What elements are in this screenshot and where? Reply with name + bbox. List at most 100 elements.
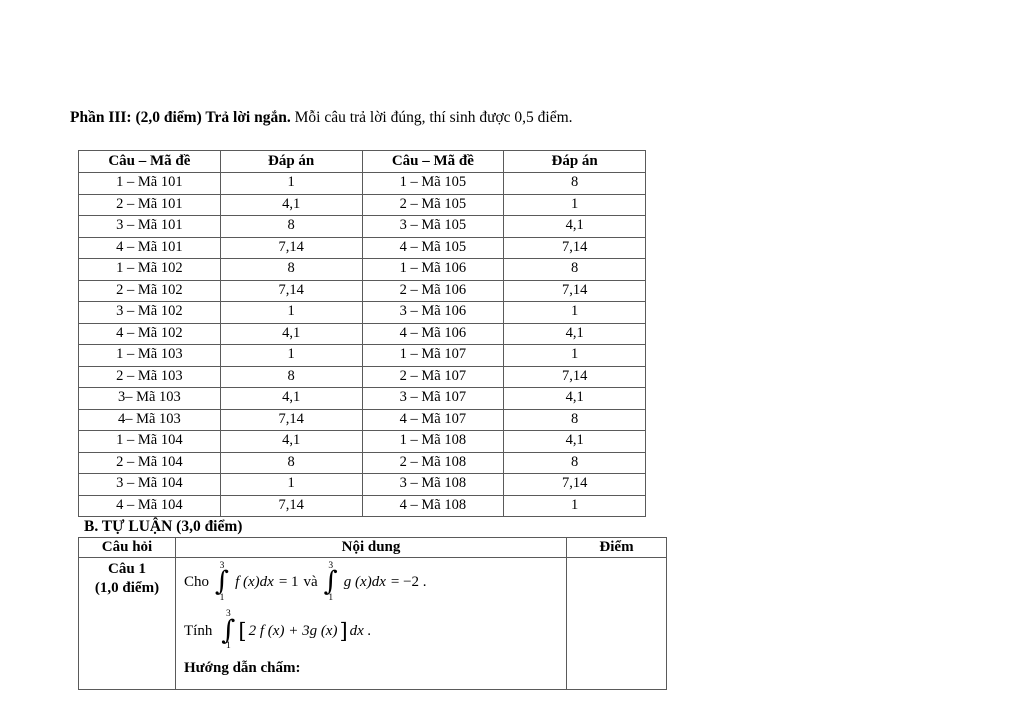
table-cell: 8	[219, 365, 363, 388]
column-header-dap-an-1: Đáp án	[219, 150, 363, 173]
integrand-g: g (x)dx	[343, 574, 386, 590]
table-cell: 4,1	[219, 193, 363, 216]
integral-glyph: ∫	[215, 566, 230, 598]
table-cell: 7,14	[219, 236, 363, 259]
table-cell: 1	[219, 172, 363, 195]
grading-guide-label: Hướng dẫn chấm:	[184, 659, 301, 676]
table-cell: 2 – Mã 108	[361, 451, 505, 474]
table-cell: 1 – Mã 102	[78, 258, 221, 281]
table-cell: 4 – Mã 101	[78, 236, 221, 259]
integral-sign: 3 ∫ 1	[221, 610, 235, 652]
table-cell: 3 – Mã 101	[78, 215, 221, 238]
section-b-title: B. TỰ LUẬN (3,0 điểm)	[84, 518, 243, 535]
dx-tail: dx .	[349, 622, 372, 639]
table-cell: 3 – Mã 107	[361, 387, 505, 410]
table-cell: 2 – Mã 105	[361, 193, 505, 216]
table-row: 3 – Mã 101 8 3 – Mã 105 4,1	[78, 215, 646, 238]
integral-sign: 3 ∫ 1	[215, 560, 230, 604]
table-cell: 7,14	[219, 279, 363, 302]
table-cell: 2 – Mã 107	[361, 365, 505, 388]
table-cell: 2 – Mã 104	[78, 451, 221, 474]
essay-question-row: Câu 1 (1,0 điểm) Cho 3 ∫ 1 f (x)dx = 1 v…	[78, 557, 667, 690]
integral-upper-limit: 3	[226, 609, 231, 620]
table-cell: 1	[219, 344, 363, 367]
table-cell: 4,1	[219, 322, 363, 345]
table-cell: 4 – Mã 108	[361, 494, 505, 517]
table-cell: 7,14	[219, 494, 363, 517]
question-number: Câu 1	[108, 561, 146, 577]
answer-table-body: 1 – Mã 101 1 1 – Mã 105 8 2 – Mã 101 4,1 2 – M…	[78, 172, 646, 517]
tinh-label: Tính	[184, 622, 213, 639]
table-row: 1 – Mã 104 4,1 1 – Mã 108 4,1	[78, 430, 646, 453]
table-cell: 3 – Mã 102	[78, 301, 221, 324]
table-cell: 1	[503, 193, 646, 216]
table-cell: 1 – Mã 105	[361, 172, 505, 195]
integral-upper-limit: 3	[328, 560, 334, 571]
table-cell: 7,14	[219, 408, 363, 431]
integral-lower-limit: 1	[226, 641, 231, 652]
table-cell: 3 – Mã 105	[361, 215, 505, 238]
table-cell: 8	[503, 172, 646, 195]
table-cell: 4 – Mã 107	[361, 408, 505, 431]
table-cell: 8	[503, 451, 646, 474]
table-cell: 3 – Mã 108	[361, 473, 505, 496]
section-heading-regular: Mỗi câu trả lời đúng, thí sinh được 0,5 …	[294, 109, 573, 126]
column-header-cau-ma-de-1: Câu – Mã đề	[78, 150, 221, 173]
answer-key-table: Câu – Mã đề Đáp án Câu – Mã đề Đáp án 1 …	[78, 150, 646, 517]
table-cell: 1	[503, 301, 646, 324]
table-cell: 1 – Mã 104	[78, 430, 221, 453]
table-row: 4 – Mã 104 7,14 4 – Mã 108 1	[78, 494, 646, 517]
table-row: 1 – Mã 103 1 1 – Mã 107 1	[78, 344, 646, 367]
table-cell: 1 – Mã 101	[78, 172, 221, 195]
table-cell: 4 – Mã 105	[361, 236, 505, 259]
question-points: (1,0 điểm)	[94, 579, 160, 596]
table-cell: 1 – Mã 103	[78, 344, 221, 367]
va-label: và	[303, 574, 318, 590]
table-cell: 4 – Mã 102	[78, 322, 221, 345]
table-cell: 1 – Mã 108	[361, 430, 505, 453]
column-header-dap-an-2: Đáp án	[503, 150, 646, 173]
section-heading: Phần III: (2,0 điểm) Trả lời ngắn. Mỗi c…	[70, 109, 573, 128]
answer-table-header-row: Câu – Mã đề Đáp án Câu – Mã đề Đáp án	[78, 150, 646, 173]
table-cell: 2 – Mã 101	[78, 193, 221, 216]
table-cell: 8	[503, 408, 646, 431]
table-row: 4– Mã 103 7,14 4 – Mã 107 8	[78, 408, 646, 431]
integral-upper-limit: 3	[219, 560, 225, 571]
integral-lower-limit: 1	[328, 592, 334, 603]
cho-label: Cho	[184, 574, 210, 590]
left-bracket: [	[238, 618, 247, 643]
table-cell: 7,14	[503, 279, 646, 302]
table-cell: 4,1	[503, 387, 646, 410]
table-row: 3– Mã 103 4,1 3 – Mã 107 4,1	[78, 387, 646, 410]
table-row: 2 – Mã 101 4,1 2 – Mã 105 1	[78, 193, 646, 216]
table-cell: 4 – Mã 106	[361, 322, 505, 345]
integrand-f: f (x)dx	[235, 574, 274, 590]
table-row: 1 – Mã 101 1 1 – Mã 105 8	[78, 172, 646, 195]
essay-table-header-row: Câu hỏi Nội dung Điểm	[78, 537, 667, 558]
table-cell: 1	[503, 344, 646, 367]
column-header-cau-hoi: Câu hỏi	[78, 537, 176, 558]
column-header-cau-ma-de-2: Câu – Mã đề	[361, 150, 505, 173]
table-row: 4 – Mã 102 4,1 4 – Mã 106 4,1	[78, 322, 646, 345]
question-label-cell: Câu 1 (1,0 điểm)	[78, 557, 176, 690]
table-cell: 8	[503, 258, 646, 281]
column-header-noi-dung: Nội dung	[175, 537, 567, 558]
integral-lower-limit: 1	[219, 592, 225, 603]
table-cell: 7,14	[503, 473, 646, 496]
math-line-1: Cho 3 ∫ 1 f (x)dx = 1 và 3 ∫ 1	[184, 559, 558, 606]
table-cell: 8	[219, 451, 363, 474]
table-cell: 8	[219, 258, 363, 281]
table-cell: 3 – Mã 106	[361, 301, 505, 324]
column-header-diem: Điểm	[566, 537, 667, 558]
math-line-2: Tính 3 ∫ 1 [ 2 f (x) + 3g (x) ] dx .	[184, 606, 558, 656]
table-cell: 8	[219, 215, 363, 238]
equals-minus-two: = −2 .	[390, 574, 427, 590]
equals-one: = 1	[278, 574, 299, 590]
score-cell	[566, 557, 667, 690]
integral-sign: 3 ∫ 1	[324, 560, 338, 604]
table-cell: 1	[503, 494, 646, 517]
table-row: 3 – Mã 102 1 3 – Mã 106 1	[78, 301, 646, 324]
table-cell: 4,1	[503, 430, 646, 453]
table-row: 2 – Mã 103 8 2 – Mã 107 7,14	[78, 365, 646, 388]
